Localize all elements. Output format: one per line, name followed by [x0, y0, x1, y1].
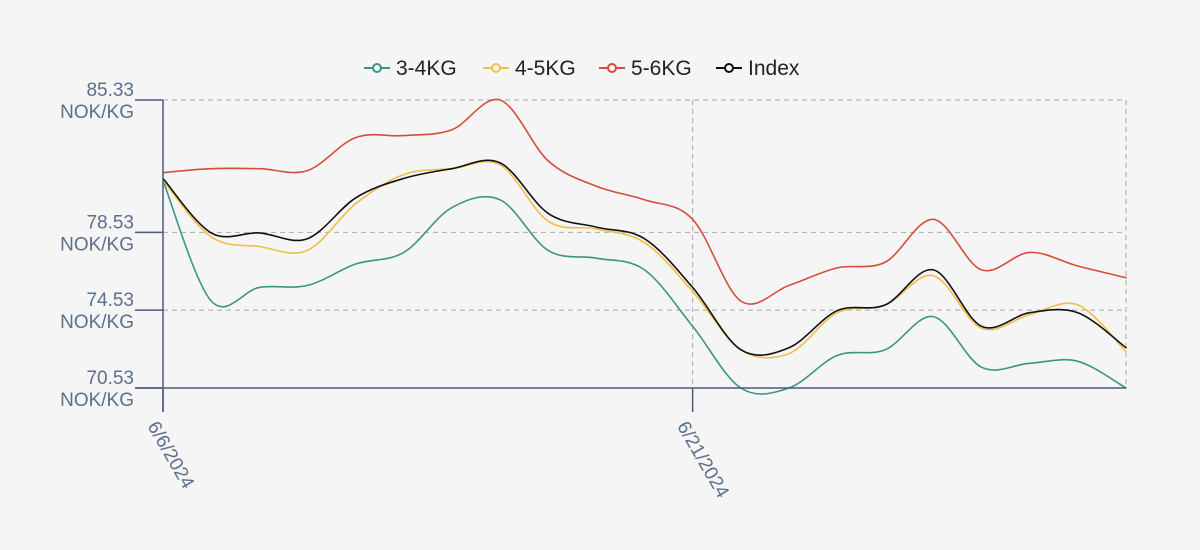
y-tick-label: 74.53 NOK/KG: [60, 290, 134, 333]
legend-label: 3-4KG: [396, 57, 457, 80]
series-line-5-6kg: [162, 98, 1127, 305]
legend-circle-icon: [491, 63, 501, 73]
legend-circle-icon: [372, 63, 382, 73]
y-tick-value: 78.53: [86, 212, 134, 233]
legend-label: 5-6KG: [631, 57, 692, 80]
legend-circle-icon: [607, 63, 617, 73]
y-tick-unit: NOK/KG: [60, 390, 134, 411]
legend: 3-4KG 4-5KG 5-6KG Index: [364, 57, 800, 80]
legend-item-3-4kg[interactable]: 3-4KG: [364, 57, 457, 80]
y-tick-value: 74.53: [86, 290, 134, 311]
legend-item-5-6kg[interactable]: 5-6KG: [599, 57, 692, 80]
legend-label: 4-5KG: [515, 57, 576, 80]
x-tick-label: 6/6/2024: [143, 418, 198, 493]
legend-item-4-5kg[interactable]: 4-5KG: [483, 57, 576, 80]
legend-item-index[interactable]: Index: [716, 57, 800, 80]
grid: [163, 99, 1127, 389]
legend-circle-icon: [724, 63, 734, 73]
y-tick-unit: NOK/KG: [60, 312, 134, 333]
y-tick-value: 70.53: [86, 368, 134, 389]
y-tick-label: 78.53 NOK/KG: [60, 212, 134, 255]
y-tick-unit: NOK/KG: [60, 102, 134, 123]
legend-label: Index: [748, 57, 800, 80]
y-tick-label: 85.33 NOK/KG: [60, 80, 134, 123]
y-tick-value: 85.33: [86, 80, 134, 101]
series-line-4-5kg: [162, 160, 1127, 359]
series-line-index: [162, 159, 1127, 356]
x-tick-label: 6/21/2024: [672, 418, 733, 502]
series-line-3-4kg: [162, 179, 1127, 395]
y-tick-label: 70.53 NOK/KG: [60, 368, 134, 411]
series-layer: [162, 98, 1127, 395]
y-tick-unit: NOK/KG: [60, 234, 134, 255]
